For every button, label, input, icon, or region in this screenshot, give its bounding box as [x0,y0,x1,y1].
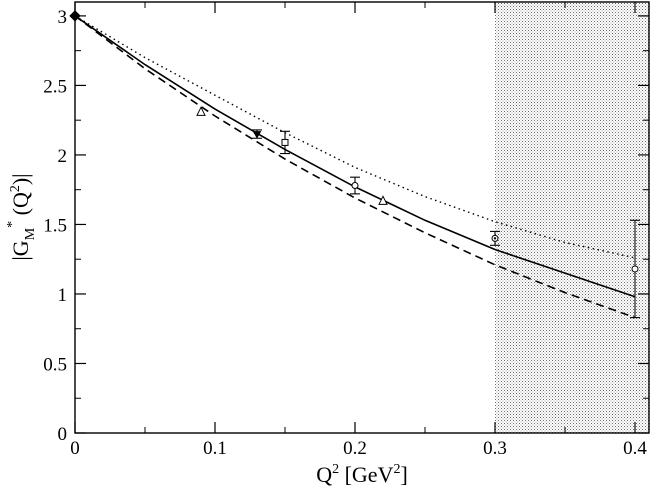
series-dashed-line [75,15,636,319]
x-tick-label: 0 [70,438,80,459]
svg-text:Q2 [GeV2]: Q2 [GeV2] [316,462,408,487]
x-axis-label: Q2 [GeV2] [316,462,408,487]
data-points [69,10,640,319]
shaded-region-rect [495,2,649,433]
marker-center-dot [493,237,497,240]
plot-frame [74,1,650,434]
y-tick-label: 2 [58,146,68,167]
y-tick-label: 0 [58,424,68,445]
y-axis-label: |GM* (Q2)| [5,173,38,260]
marker-triangle-down [252,131,262,139]
y-tick-label: 3 [58,7,68,28]
y-axis-ticks: 0 0.5 1 1.5 2 2.5 3 [43,7,649,445]
shaded-region [495,2,649,433]
marker-triangle-up [196,106,206,116]
svg-text:|GM* (Q2)|: |GM* (Q2)| [5,173,38,260]
data-point-circle-dot [490,230,500,246]
x-tick-label: 0.4 [623,438,647,459]
data-point-circle [630,219,640,319]
marker-circle [351,182,359,190]
y-tick-label: 1 [58,285,68,306]
marker-square [281,138,289,146]
x-tick-label: 0.3 [483,438,507,459]
data-point-triangle-up [378,195,388,205]
data-point-square [280,130,290,155]
y-tick-label: 2.5 [43,76,67,97]
data-point-triangle-down-filled [252,129,262,139]
x-tick-label: 0.1 [203,438,227,459]
y-tick-label: 0.5 [43,354,67,375]
marker-triangle-up [378,195,388,205]
data-point-circle [350,176,360,195]
x-axis-ticks: 0 0.1 0.2 0.3 0.4 [70,2,647,459]
data-point-triangle-up [196,106,206,116]
y-tick-label: 1.5 [43,215,67,236]
x-tick-label: 0.2 [343,438,367,459]
marker-circle [631,265,639,273]
